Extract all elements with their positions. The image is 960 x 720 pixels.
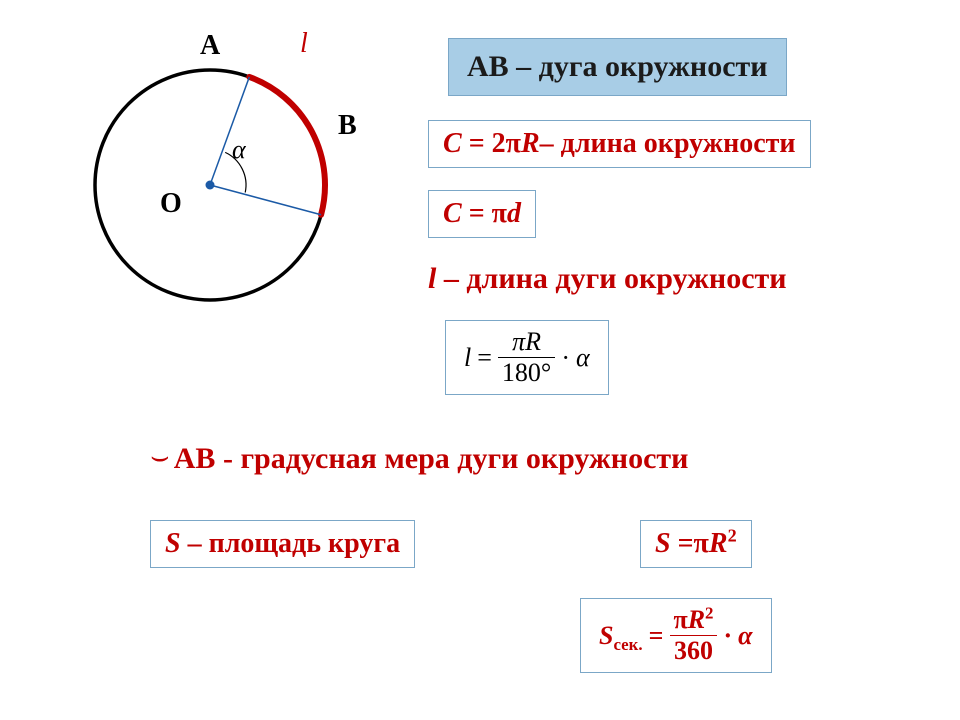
sec-num-sup: 2 [705,603,713,622]
arc-length-label: l – длина дуги окружности [428,262,787,296]
af-eq: = [477,343,492,373]
header-text: AB – дуга окружности [467,50,768,83]
af2-s: S [655,528,671,559]
af2-eq: = [671,528,694,559]
af-alpha: α [576,343,590,373]
sec-sub: сек. [613,635,642,654]
sec-dot: · [724,621,733,651]
header-arc-ab: AB – дуга окружности [448,38,787,96]
arc-symbol-icon: ⌣ [150,440,170,474]
var-c: C [443,128,462,159]
alpha-label: α [232,135,246,165]
sec-alpha: α [738,621,752,651]
arc-l-label: l [300,28,308,60]
area-formula-box: S =πR2 [640,520,752,568]
sec-num: πR2 [669,607,717,635]
dash3: – [181,528,209,559]
af-den: 180° [498,357,555,386]
point-a-label: A [200,30,220,62]
sector-area-formula-box: Sсек. = πR2 360 · α [580,598,772,673]
af-num: πR [508,329,545,357]
center-o-label: O [160,188,182,220]
var-r: R [521,128,540,159]
sec-fraction: πR2 360 [669,607,717,664]
af2-pi: π [694,528,709,559]
sec-den: 360 [670,635,717,664]
arc-len-text: длина дуги окружности [466,262,786,295]
circ-suffix: – длина окружности [540,128,796,159]
af2-sup: 2 [728,526,737,546]
eq-pi: = π [462,198,507,229]
af2-r: R [709,528,728,559]
arc-ab-text: AB [174,442,216,475]
eq-2pi: = 2π [462,128,521,159]
arc-length-formula-box: l = πR 180° · α [445,320,609,395]
c-equals-pi-d-box: C = πd [428,190,536,238]
sec-num-r: R [688,605,705,634]
sec-s: S [599,621,613,650]
var-d: d [507,198,521,229]
arc-ab-degree-label: ⌣AB - градусная мера дуги окружности [150,442,688,476]
sec-eq: = [649,621,664,651]
af-dot: · [561,343,570,373]
area-text: площадь круга [209,528,401,559]
var-c2: C [443,198,462,229]
af-l: l [464,343,471,373]
af-fraction: πR 180° [498,329,555,386]
sec-num-pi: π [673,605,687,634]
dash1: – [436,262,466,295]
dash2: - [215,442,240,475]
degree-measure-text: градусная мера дуги окружности [240,442,688,475]
var-s: S [165,528,181,559]
point-b-label: B [338,110,357,142]
circumference-box: C = 2πR– длина окружности [428,120,811,168]
area-label-box: S – площадь круга [150,520,415,568]
